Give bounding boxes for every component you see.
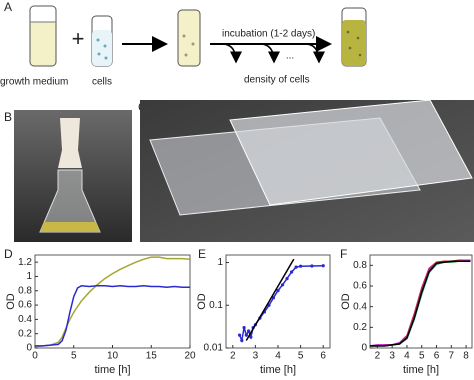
diagram-text: ... [286, 51, 294, 62]
panel-label: D [4, 247, 13, 261]
data-line [34, 256, 191, 348]
panel-label: B [4, 110, 12, 124]
photo-flask [14, 110, 132, 242]
y-tick-label: 1 [26, 271, 32, 282]
y-tick-label: 0.8 [353, 260, 367, 271]
x-tick-label: 6 [320, 351, 326, 362]
y-tick-label: 0.01 [204, 343, 224, 354]
data-line [238, 265, 324, 344]
x-tick-label: 5 [71, 351, 77, 362]
x-tick-label: 4 [275, 351, 281, 362]
panel-label: A [4, 0, 12, 14]
x-tick-label: 7 [449, 351, 455, 362]
diagram-text: growth medium [0, 77, 68, 88]
y-tick-label: 0.2 [18, 328, 32, 339]
y-tick-label: 0.6 [353, 281, 367, 292]
diagram-text: incubation (1-2 days) [222, 29, 315, 40]
data-line [369, 259, 471, 347]
plot-frame [34, 254, 191, 349]
x-tick-label: 20 [184, 351, 196, 362]
y-tick-label: 0 [26, 343, 32, 354]
x-tick-label: 8 [463, 351, 469, 362]
svg-text:+: + [72, 26, 85, 51]
x-tick-label: 5 [419, 351, 425, 362]
data-line [370, 259, 471, 347]
x-axis-label: time [h] [260, 364, 296, 376]
y-tick-label: 0.2 [353, 322, 367, 333]
y-tick-label: 1.2 [18, 257, 32, 268]
y-axis-label: OD [340, 293, 352, 310]
x-tick-label: 6 [434, 351, 440, 362]
plot-frame [225, 254, 331, 349]
x-tick-label: 15 [146, 351, 158, 362]
x-tick-label: 4 [404, 351, 410, 362]
data-line [370, 260, 471, 347]
x-tick-label: 3 [253, 351, 259, 362]
x-tick-label: 2 [375, 351, 381, 362]
y-tick-label: 0.1 [209, 300, 223, 311]
y-tick-label: 0.4 [18, 314, 32, 325]
y-axis-label: OD [196, 293, 208, 310]
data-line [370, 260, 471, 347]
x-tick-label: 3 [389, 351, 395, 362]
data-line [35, 285, 190, 347]
photo-plate [140, 99, 474, 242]
x-axis-label: time [h] [403, 364, 439, 376]
y-tick-label: 0.6 [18, 300, 32, 311]
plot-frame [369, 254, 473, 349]
y-axis-label: OD [5, 293, 17, 310]
data-line [245, 258, 295, 341]
x-axis-label: time [h] [94, 364, 130, 376]
diagram-text: density of cells [244, 75, 310, 86]
diagram-text: cells [92, 77, 112, 88]
y-tick-label: 0.4 [353, 301, 367, 312]
diagram: + [29, 5, 367, 67]
x-tick-label: 0 [32, 351, 38, 362]
y-tick-label: 0 [361, 343, 367, 354]
y-tick-label: 1 [217, 257, 223, 268]
y-tick-label: 0.8 [18, 285, 32, 296]
x-tick-label: 2 [230, 351, 236, 362]
x-tick-label: 5 [298, 351, 304, 362]
panel-label: F [340, 247, 347, 261]
panel-label: E [198, 247, 206, 261]
x-tick-label: 10 [107, 351, 119, 362]
data-line [370, 260, 471, 347]
